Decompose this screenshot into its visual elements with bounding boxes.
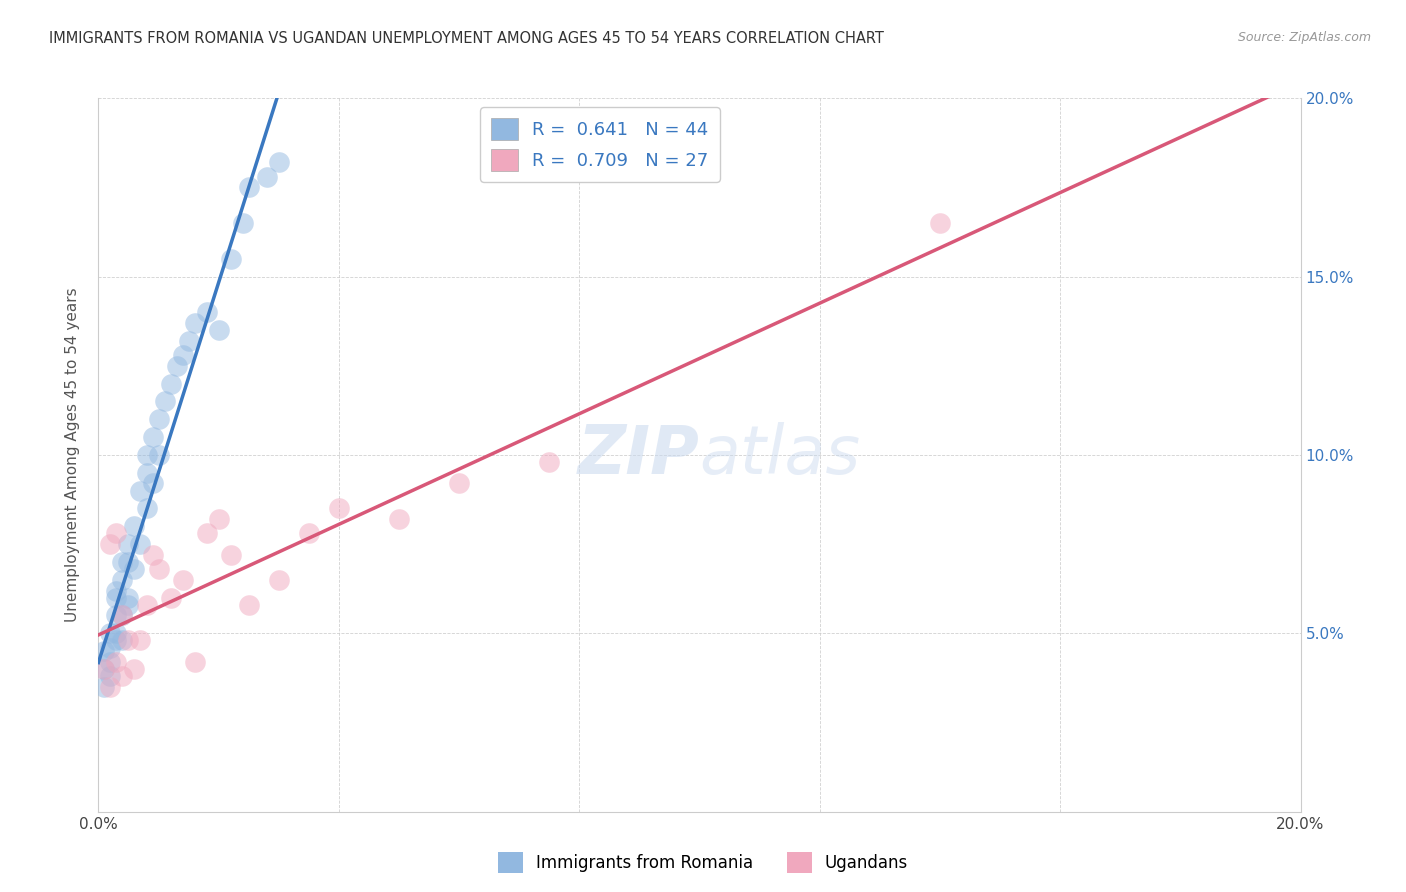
Point [129, 537, 152, 551]
Point [111, 608, 134, 623]
Point [219, 252, 242, 266]
Point [105, 591, 128, 605]
Point [93, 644, 115, 658]
Point [298, 526, 321, 541]
Point [238, 598, 260, 612]
Point [100, 640, 122, 655]
Point [93, 680, 115, 694]
Point [100, 669, 122, 683]
Legend: Immigrants from Romania, Ugandans: Immigrants from Romania, Ugandans [491, 846, 915, 880]
Point [267, 155, 290, 169]
Point [111, 608, 134, 623]
Point [117, 555, 139, 569]
Point [100, 655, 122, 669]
Point [135, 598, 157, 612]
Point [111, 573, 134, 587]
Point [183, 316, 205, 330]
Point [328, 501, 350, 516]
Point [117, 598, 139, 612]
Point [111, 669, 134, 683]
Point [183, 655, 205, 669]
Point [148, 448, 170, 462]
Point [195, 526, 218, 541]
Point [208, 323, 231, 337]
Point [141, 476, 163, 491]
Point [129, 633, 152, 648]
Point [117, 633, 139, 648]
Point [124, 562, 146, 576]
Point [124, 519, 146, 533]
Point [172, 348, 194, 362]
Point [159, 591, 181, 605]
Point [100, 626, 122, 640]
Text: Source: ZipAtlas.com: Source: ZipAtlas.com [1237, 31, 1371, 45]
Text: atlas: atlas [700, 422, 860, 488]
Point [93, 662, 115, 676]
Point [117, 591, 139, 605]
Point [105, 655, 128, 669]
Point [105, 583, 128, 598]
Point [153, 394, 176, 409]
Point [172, 573, 194, 587]
Point [177, 334, 200, 348]
Point [538, 455, 561, 469]
Legend: R =  0.641   N = 44, R =  0.709   N = 27: R = 0.641 N = 44, R = 0.709 N = 27 [479, 107, 720, 182]
Point [447, 476, 470, 491]
Point [141, 430, 163, 444]
Point [129, 483, 152, 498]
Point [929, 216, 952, 230]
Point [135, 448, 157, 462]
Point [124, 662, 146, 676]
Point [238, 180, 260, 194]
Point [100, 537, 122, 551]
Point [105, 526, 128, 541]
Text: ZIP: ZIP [578, 422, 700, 488]
Text: IMMIGRANTS FROM ROMANIA VS UGANDAN UNEMPLOYMENT AMONG AGES 45 TO 54 YEARS CORREL: IMMIGRANTS FROM ROMANIA VS UGANDAN UNEMP… [49, 31, 884, 46]
Point [135, 466, 157, 480]
Point [219, 548, 242, 562]
Point [93, 662, 115, 676]
Point [105, 626, 128, 640]
Point [232, 216, 254, 230]
Point [117, 537, 139, 551]
Point [111, 555, 134, 569]
Point [267, 573, 290, 587]
Point [166, 359, 188, 373]
Point [256, 169, 278, 184]
Point [208, 512, 231, 526]
Point [111, 633, 134, 648]
Point [141, 548, 163, 562]
Point [105, 633, 128, 648]
Point [159, 376, 181, 391]
Point [135, 501, 157, 516]
Point [148, 412, 170, 426]
Point [388, 512, 411, 526]
Point [105, 608, 128, 623]
Y-axis label: Unemployment Among Ages 45 to 54 years: Unemployment Among Ages 45 to 54 years [65, 287, 80, 623]
Point [148, 562, 170, 576]
Point [100, 680, 122, 694]
Point [195, 305, 218, 319]
